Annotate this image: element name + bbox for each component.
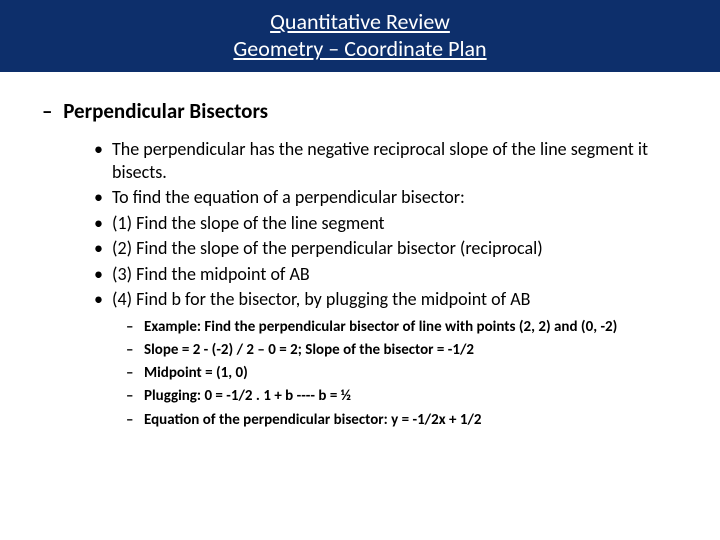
bullet-text: (4) Find b for the bisector, by plugging… <box>112 288 530 311</box>
section-dash: – <box>42 98 52 124</box>
bullet-list: • The perpendicular has the negative rec… <box>94 138 680 311</box>
bullet-item: • (4) Find b for the bisector, by pluggi… <box>94 288 680 311</box>
sub-bullet-marker: – <box>126 340 144 360</box>
bullet-marker: • <box>94 138 112 183</box>
sub-bullet-text: Equation of the perpendicular bisector: … <box>144 410 482 430</box>
sub-bullet-item: – Midpoint = (1, 0) <box>126 363 680 383</box>
bullet-text: (1) Find the slope of the line segment <box>112 212 385 235</box>
bullet-item: • The perpendicular has the negative rec… <box>94 138 680 183</box>
sub-bullet-item: – Example: Find the perpendicular bisect… <box>126 317 680 337</box>
sub-bullet-item: – Plugging: 0 = -1/2 . 1 + b ---- b = ½ <box>126 386 680 406</box>
bullet-item: • (1) Find the slope of the line segment <box>94 212 680 235</box>
bullet-item: • (2) Find the slope of the perpendicula… <box>94 237 680 260</box>
slide-content: – Perpendicular Bisectors • The perpendi… <box>0 72 720 430</box>
sub-bullet-text: Midpoint = (1, 0) <box>144 363 248 383</box>
bullet-item: • To find the equation of a perpendicula… <box>94 186 680 209</box>
sub-bullet-text: Slope = 2 - (-2) / 2 – 0 = 2; Slope of t… <box>144 340 474 360</box>
sub-bullet-marker: – <box>126 317 144 337</box>
bullet-marker: • <box>94 237 112 260</box>
bullet-item: • (3) Find the midpoint of AB <box>94 263 680 286</box>
sub-bullet-text: Plugging: 0 = -1/2 . 1 + b ---- b = ½ <box>144 386 351 406</box>
bullet-text: (2) Find the slope of the perpendicular … <box>112 237 543 260</box>
sub-bullet-list: – Example: Find the perpendicular bisect… <box>126 317 680 430</box>
bullet-text: (3) Find the midpoint of AB <box>112 263 310 286</box>
header-line-2: Geometry – Coordinate Plan <box>0 35 720 62</box>
bullet-marker: • <box>94 186 112 209</box>
bullet-marker: • <box>94 212 112 235</box>
sub-bullet-item: – Slope = 2 - (-2) / 2 – 0 = 2; Slope of… <box>126 340 680 360</box>
slide-header: Quantitative Review Geometry – Coordinat… <box>0 0 720 72</box>
section-title: Perpendicular Bisectors <box>63 98 268 124</box>
section-heading: – Perpendicular Bisectors <box>40 98 680 124</box>
sub-bullet-item: – Equation of the perpendicular bisector… <box>126 410 680 430</box>
sub-bullet-marker: – <box>126 363 144 383</box>
bullet-text: The perpendicular has the negative recip… <box>112 138 680 183</box>
bullet-text: To find the equation of a perpendicular … <box>112 186 465 209</box>
header-line-1: Quantitative Review <box>0 8 720 35</box>
bullet-marker: • <box>94 288 112 311</box>
bullet-marker: • <box>94 263 112 286</box>
sub-bullet-marker: – <box>126 386 144 406</box>
sub-bullet-marker: – <box>126 410 144 430</box>
sub-bullet-text: Example: Find the perpendicular bisector… <box>144 317 617 337</box>
